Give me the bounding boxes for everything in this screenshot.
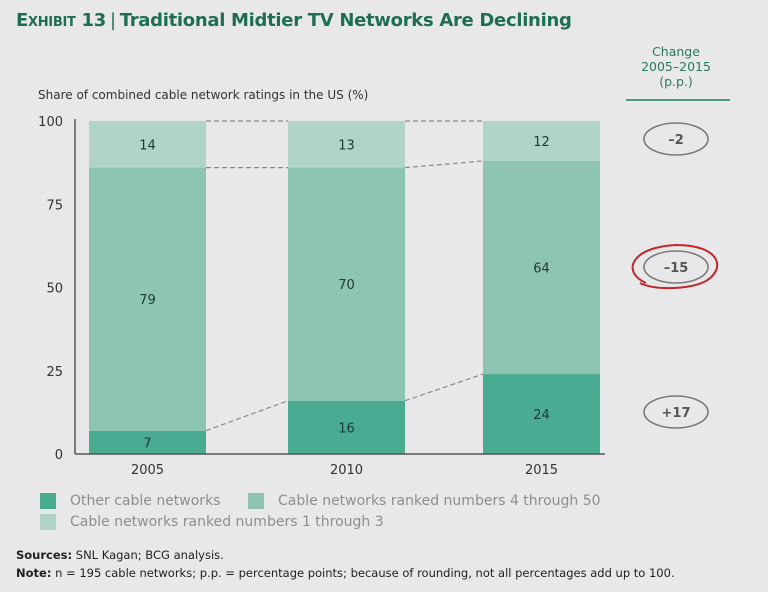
exhibit-number: Exhibit 13 <box>16 10 106 31</box>
bar-value-label: 70 <box>338 278 355 293</box>
title-separator: | <box>109 10 116 31</box>
change-oval <box>643 122 709 156</box>
y-tick-label: 100 <box>38 115 63 130</box>
bar-value-label: 24 <box>533 408 550 423</box>
y-tick-label: 25 <box>46 365 63 380</box>
note-text: n = 195 cable networks; p.p. = percentag… <box>51 566 675 580</box>
highlight-circle-annotation <box>631 243 719 290</box>
bar-value-label: 14 <box>139 138 156 153</box>
bar-value-label: 79 <box>139 293 156 308</box>
bar-segment-other-cable-networks-2015 <box>483 374 600 454</box>
change-value: –15 <box>664 261 689 276</box>
bar-segment-other-cable-networks-2010 <box>288 400 405 454</box>
change-column-header: Change 2005–2015 (p.p.) <box>622 44 730 89</box>
legend-label-ranked-1-3: Cable networks ranked numbers 1 through … <box>70 514 384 530</box>
sources-label: Sources: <box>16 548 73 562</box>
bar-value-label: 12 <box>533 135 550 150</box>
bar-segment-cable-networks-ranked-numbers-4-through-50-2005 <box>89 167 206 431</box>
bar-segment-cable-networks-ranked-numbers-4-through-50-2015 <box>483 160 600 375</box>
note-line: Note: n = 195 cable networks; p.p. = per… <box>16 566 675 580</box>
exhibit-title: Exhibit 13 | Traditional Midtier TV Networ… <box>16 10 572 31</box>
bar-segment-cable-networks-ranked-numbers-4-through-50-2010 <box>288 167 405 401</box>
y-tick-label: 50 <box>46 282 63 297</box>
title-text: Traditional Midtier TV Networks Are Decl… <box>119 10 572 31</box>
bar-segment-cable-networks-ranked-numbers-1-through-3-2010 <box>288 121 405 168</box>
y-tick-label: 75 <box>46 198 63 213</box>
change-header-rule <box>626 99 730 101</box>
x-tick-label: 2015 <box>525 463 558 478</box>
bar-value-label: 64 <box>533 262 550 277</box>
legend-swatch-ranked-4-50 <box>248 493 264 509</box>
bar-segment-cable-networks-ranked-numbers-1-through-3-2015 <box>483 121 600 161</box>
legend-swatch-ranked-1-3 <box>40 514 56 530</box>
y-tick-label: 0 <box>55 448 63 463</box>
legend-label-ranked-4-50: Cable networks ranked numbers 4 through … <box>278 493 601 509</box>
change-header-line3: (p.p.) <box>659 74 693 89</box>
change-header-line2: 2005–2015 <box>641 59 711 74</box>
legend-item-other: Other cable networks <box>40 493 220 509</box>
legend-label-other: Other cable networks <box>70 493 221 509</box>
connector-line <box>404 160 484 169</box>
x-tick-label: 2010 <box>330 463 363 478</box>
change-value: –2 <box>668 133 684 148</box>
legend-item-ranked-1-3: Cable networks ranked numbers 1 through … <box>40 514 384 530</box>
bar-segment-other-cable-networks-2005 <box>89 430 206 454</box>
change-oval <box>643 395 709 429</box>
change-header-line1: Change <box>652 44 700 59</box>
sources-line: Sources: SNL Kagan; BCG analysis. <box>16 548 224 562</box>
bar-value-label: 7 <box>143 436 151 451</box>
connector-line <box>205 400 289 432</box>
change-value: +17 <box>662 406 691 421</box>
change-oval <box>643 250 709 284</box>
bar-value-label: 13 <box>338 138 355 153</box>
bar-value-label: 16 <box>338 421 355 436</box>
note-label: Note: <box>16 566 52 580</box>
legend-item-ranked-4-50: Cable networks ranked numbers 4 through … <box>248 493 601 509</box>
connector-line <box>404 373 484 402</box>
y-axis-label: Share of combined cable network ratings … <box>38 88 369 102</box>
x-tick-label: 2005 <box>131 463 164 478</box>
legend-swatch-other <box>40 493 56 509</box>
bar-segment-cable-networks-ranked-numbers-1-through-3-2005 <box>89 121 206 168</box>
sources-text: SNL Kagan; BCG analysis. <box>72 548 224 562</box>
